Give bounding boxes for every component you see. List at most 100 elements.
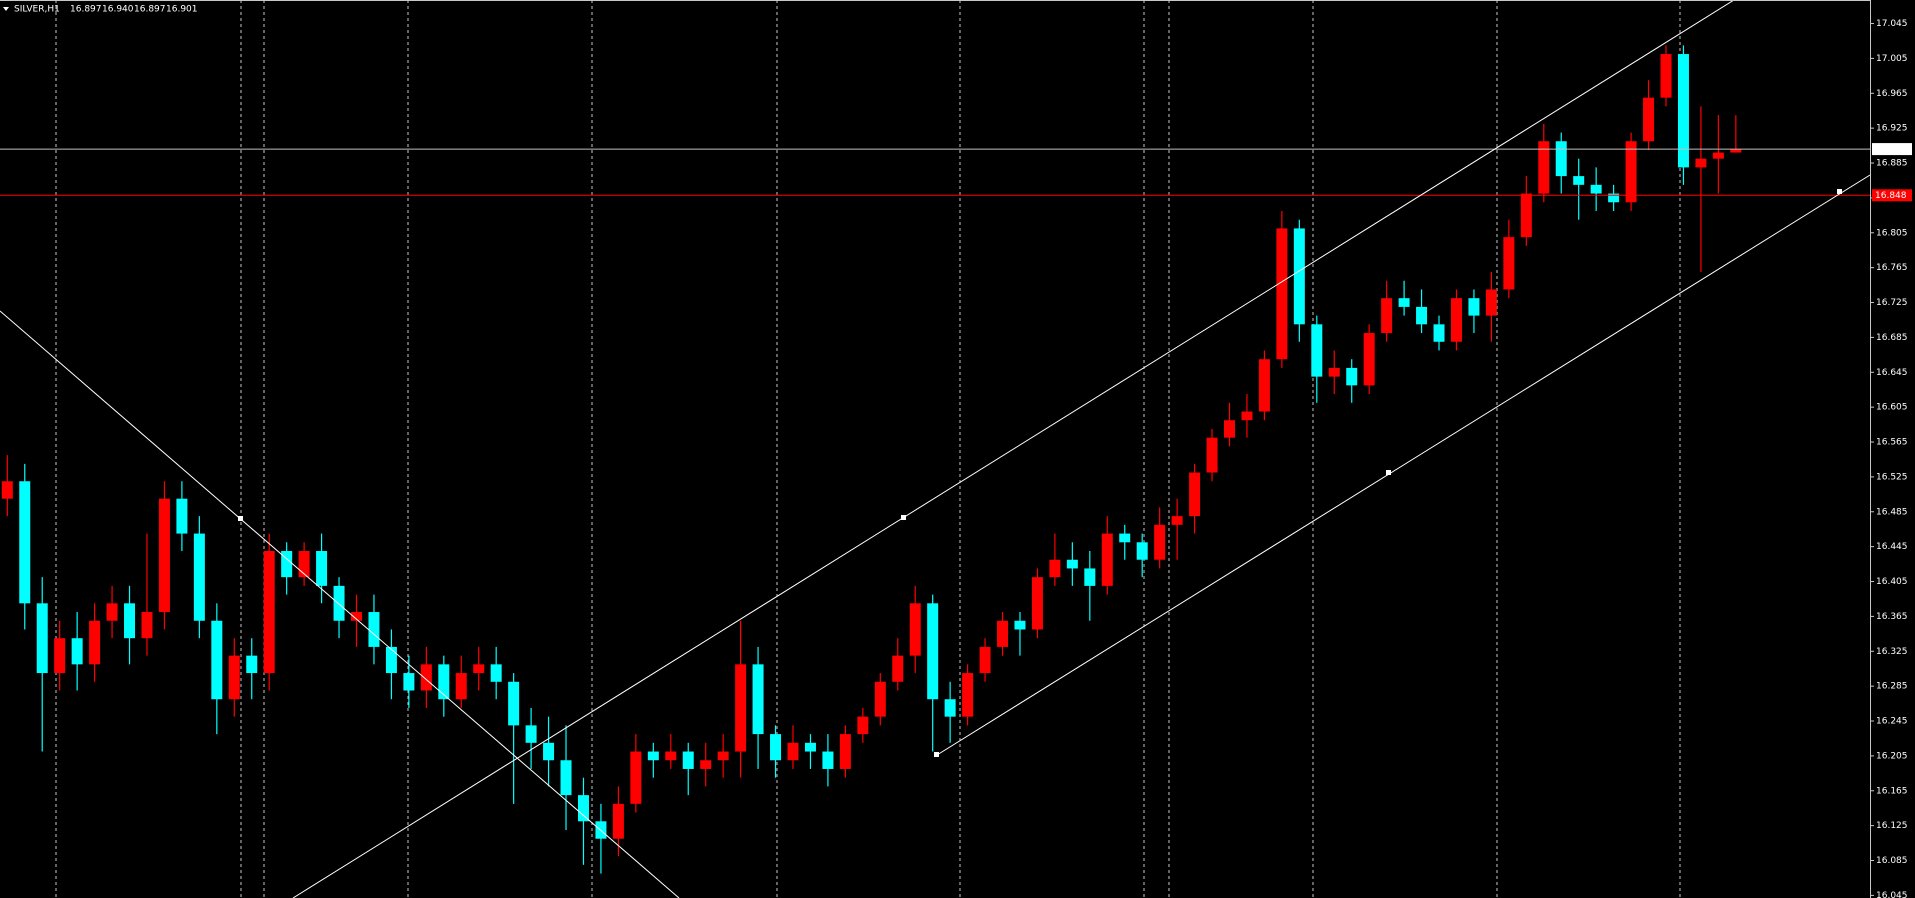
y-tick-label: 16.685 <box>1876 333 1908 343</box>
candle-body <box>1241 411 1253 421</box>
candle-body <box>1555 141 1567 177</box>
candle-body <box>1573 176 1585 185</box>
candle-body <box>822 751 834 769</box>
candle-body <box>1695 158 1707 168</box>
header-open: 16.897 <box>70 5 102 15</box>
candle-body <box>1538 141 1550 194</box>
candle-body <box>1730 149 1742 153</box>
candle-body <box>473 664 485 674</box>
candle-body <box>1276 228 1288 360</box>
candle-body <box>1049 559 1061 578</box>
candle-body <box>612 803 624 839</box>
candle-body <box>1381 298 1393 334</box>
candle-body <box>752 664 764 735</box>
candle-body <box>665 751 677 761</box>
candle-body <box>263 551 275 674</box>
candle-body <box>211 620 223 700</box>
candle-body <box>1677 54 1689 168</box>
candle-body <box>1712 152 1724 159</box>
candle-body <box>804 742 816 752</box>
candle-body <box>1608 193 1620 203</box>
candle-body <box>228 655 240 700</box>
y-tick-label: 16.165 <box>1876 786 1908 796</box>
header-close: 16.901 <box>166 5 198 15</box>
y-tick-label: 16.205 <box>1876 751 1908 761</box>
candle-body <box>1101 533 1113 586</box>
candle-body <box>962 673 974 717</box>
candle-body <box>1136 542 1148 560</box>
channel-lower <box>936 174 1871 756</box>
candle-body <box>700 760 712 769</box>
candle-body <box>944 699 956 717</box>
candle-body <box>1590 184 1602 194</box>
bid-label: 16.901 <box>1875 145 1907 155</box>
candle-body <box>630 751 642 804</box>
candle-body <box>36 603 48 674</box>
candle-body <box>1398 298 1410 307</box>
candle-body <box>1311 324 1323 377</box>
candle-body <box>892 655 904 682</box>
candle-body <box>176 498 188 534</box>
level-label: 16.848 <box>1875 191 1907 201</box>
candle-body <box>1503 237 1515 290</box>
y-tick-label: 16.365 <box>1876 612 1908 622</box>
candle-body <box>525 725 537 743</box>
candle-body <box>857 716 869 735</box>
candle-body <box>1171 516 1183 525</box>
candle-body <box>54 638 66 674</box>
y-tick-label: 16.485 <box>1876 507 1908 517</box>
candle-body <box>577 795 589 822</box>
candle-body <box>997 620 1009 647</box>
y-tick-label: 16.805 <box>1876 228 1908 238</box>
y-tick-label: 16.645 <box>1876 368 1908 378</box>
candle-body <box>1119 533 1131 543</box>
candle-body <box>1450 298 1462 342</box>
anchor <box>238 516 243 521</box>
candle-body <box>490 664 502 682</box>
candle-body <box>1154 524 1166 560</box>
candle-body <box>1363 333 1375 386</box>
anchor <box>1386 470 1391 475</box>
y-tick-label: 16.285 <box>1876 682 1908 692</box>
y-tick-label: 16.765 <box>1876 263 1908 273</box>
candle-body <box>1346 367 1358 386</box>
candle-body <box>647 751 659 761</box>
y-tick-label: 16.085 <box>1876 856 1908 866</box>
anchors <box>238 189 1842 757</box>
candle-body <box>1 481 13 499</box>
anchor <box>901 515 906 520</box>
y-tick-label: 16.325 <box>1876 647 1908 657</box>
candle-body <box>1258 359 1270 412</box>
candle-body <box>106 603 118 621</box>
candle-body <box>333 585 345 621</box>
y-tick-label: 16.045 <box>1876 891 1908 898</box>
y-tick-label: 16.965 <box>1876 89 1908 99</box>
candle-body <box>717 751 729 761</box>
anchor <box>934 752 939 757</box>
candle-body <box>71 638 83 665</box>
candle-body <box>1189 472 1201 517</box>
candle-body <box>385 646 397 674</box>
trend-lines <box>0 0 1871 898</box>
header: SILVER,H1 16.897 16.940 16.897 16.901 <box>3 5 198 15</box>
candle-body <box>1066 559 1078 569</box>
collapse-icon <box>3 7 9 11</box>
candle-body <box>909 603 921 656</box>
candle-body <box>1416 306 1428 325</box>
header-low: 16.897 <box>134 5 166 15</box>
candle-body <box>141 612 153 639</box>
symbol: SILVER,H1 <box>14 5 60 15</box>
candle-body <box>1485 289 1497 316</box>
candle-body <box>298 551 310 578</box>
candle-body <box>246 655 258 674</box>
candle-body <box>193 533 205 621</box>
candle-body <box>1328 367 1340 377</box>
candle-body <box>1643 97 1655 142</box>
candle-body <box>368 612 380 647</box>
y-tick-label: 16.525 <box>1876 472 1908 482</box>
y-tick-label: 17.005 <box>1876 54 1908 64</box>
y-tick-label: 16.245 <box>1876 717 1908 727</box>
trend-line <box>0 310 680 898</box>
